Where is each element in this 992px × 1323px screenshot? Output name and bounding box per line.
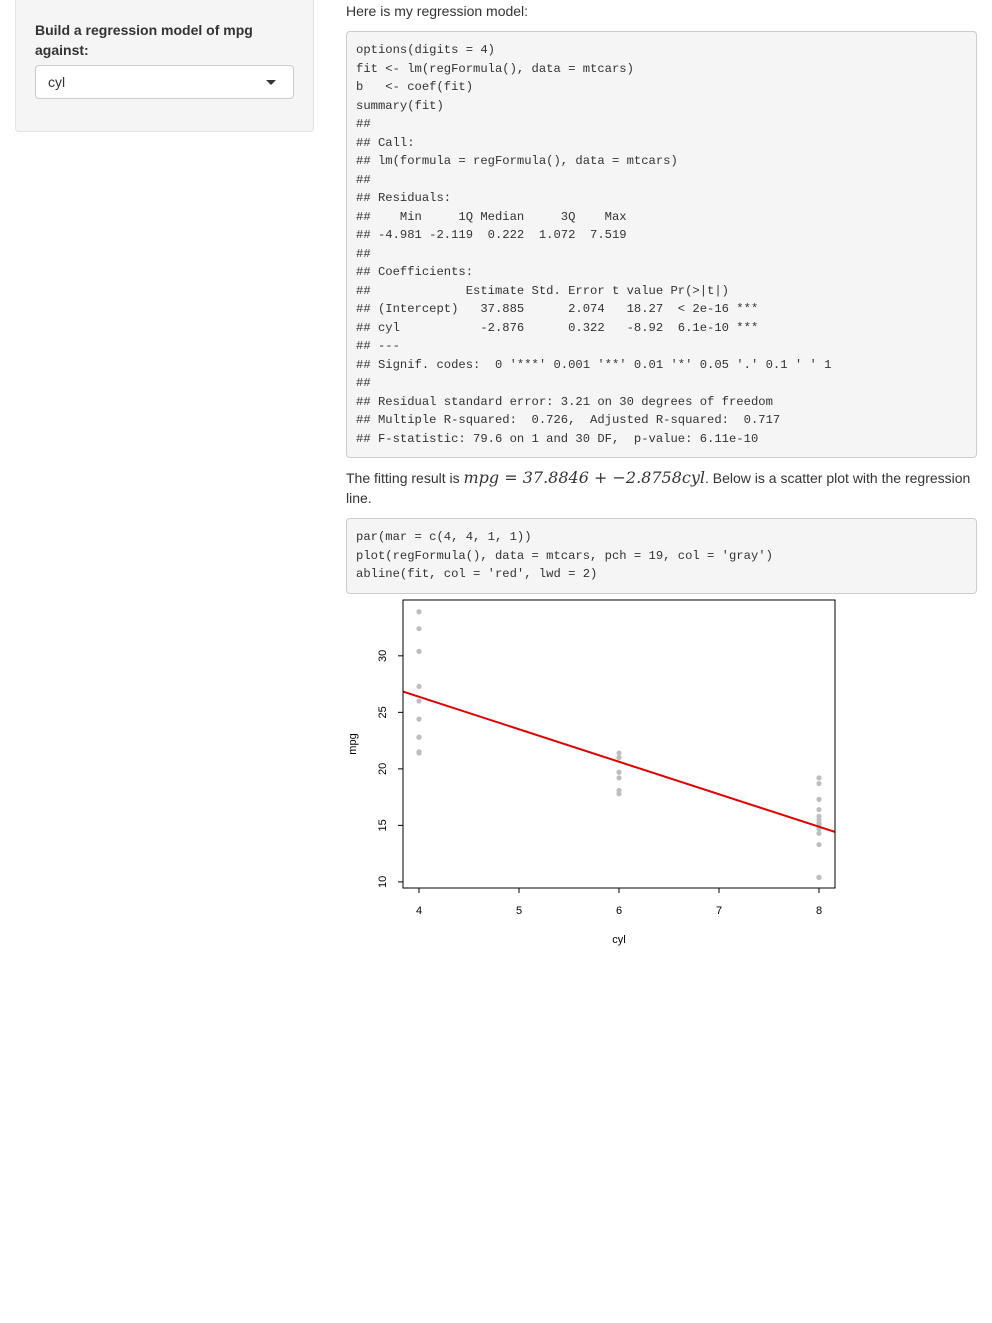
data-point: [816, 841, 822, 848]
data-point: [416, 750, 422, 756]
code-line: ## Call:: [356, 135, 415, 150]
code-line: plot(regFormula(), data = mtcars, pch = …: [356, 548, 773, 563]
regressor-select-label: Build a regression model of mpg against:: [35, 22, 253, 58]
code-line: ## Residual standard error: 3.21 on 30 d…: [356, 394, 773, 409]
code-line: abline(fit, col = 'red', lwd = 2): [356, 567, 598, 581]
data-point: [416, 734, 422, 740]
scatter-plot: 4 5 6 7 8 10 15 20 25 30 cyl mpg: [346, 588, 850, 948]
data-point: [816, 830, 822, 836]
data-point: [816, 780, 822, 787]
x-tick-label: 4: [416, 905, 422, 917]
regressor-select[interactable]: cyl: [35, 65, 294, 99]
code-line: ## cyl -2.876 0.322 -8.92 6.1e-10 ***: [356, 320, 759, 335]
code-line: ##: [356, 246, 371, 261]
code-line: ## ---: [356, 339, 400, 353]
data-point: [416, 698, 422, 704]
sidebar-panel: Build a regression model of mpg against:…: [15, 0, 314, 132]
code-line: fit <- lm(regFormula(), data = mtcars): [356, 61, 634, 76]
fit-result-prefix: The fitting result is: [346, 470, 464, 486]
code-line: ## F-statistic: 79.6 on 1 and 30 DF, p-v…: [356, 431, 759, 446]
chevron-down-icon[interactable]: [266, 80, 276, 85]
data-point: [416, 683, 422, 689]
y-axis-label: mpg: [347, 733, 359, 754]
data-point: [416, 716, 422, 722]
data-point: [616, 791, 622, 797]
data-point: [416, 609, 422, 615]
x-tick-label: 6: [616, 905, 622, 917]
code-line: par(mar = c(4, 4, 1, 1)): [356, 530, 532, 544]
regressor-select-value: cyl: [48, 74, 66, 90]
x-tick-label: 7: [716, 905, 722, 917]
data-point: [416, 626, 422, 632]
intro-text: Here is my regression model:: [346, 3, 529, 19]
code-line: ## Signif. codes: 0 '***' 0.001 '**' 0.0…: [356, 357, 832, 372]
main-content: Here is my regression model: options(dig…: [346, 0, 977, 594]
fit-formula: mpg = 37.8846 + −2.8758cyl: [463, 468, 705, 487]
x-tick-label: 8: [816, 905, 822, 917]
code-line: ## Residuals:: [356, 191, 452, 205]
code-line: ## Coefficients:: [356, 265, 474, 279]
code-line: b <- coef(fit): [356, 80, 474, 94]
code-line: ##: [356, 172, 371, 187]
model-code-block: options(digits = 4) fit <- lm(regFormula(…: [346, 31, 977, 458]
y-tick-label: 10: [377, 876, 389, 888]
fit-result-suffix: . Below is a scatter plot with the regre…: [346, 470, 971, 506]
code-line: ## Multiple R-squared: 0.726, Adjusted R…: [356, 413, 781, 427]
code-line: summary(fit): [356, 98, 444, 113]
code-line: ## Estimate Std. Error t value Pr(>|t|): [356, 283, 729, 298]
regression-line: [403, 690, 835, 833]
y-tick-label: 15: [377, 819, 389, 831]
code-line: options(digits = 4): [356, 43, 495, 57]
plot-code-block: par(mar = c(4, 4, 1, 1)) plot(regFormula(…: [346, 518, 977, 594]
y-tick-label: 30: [377, 650, 389, 662]
y-tick-label: 25: [377, 706, 389, 718]
data-point: [816, 874, 822, 880]
data-point: [416, 648, 422, 654]
data-point: [616, 775, 622, 781]
data-point: [816, 796, 822, 802]
data-point: [616, 754, 622, 761]
code-line: ## (Intercept) 37.885 2.074 18.27 < 2e-1…: [356, 302, 759, 316]
x-tick-label: 5: [516, 905, 522, 917]
x-axis-label: cyl: [612, 934, 625, 946]
data-point: [816, 775, 822, 781]
code-line: ## lm(formula = regFormula(), data = mtc…: [356, 154, 678, 168]
fit-result-text: The fitting result is mpg = 37.8846 + −2…: [346, 468, 977, 508]
data-point: [616, 769, 622, 775]
data-point: [816, 806, 822, 813]
code-line: ## Min 1Q Median 3Q Max: [356, 209, 627, 224]
code-line: ##: [356, 376, 371, 390]
data-point: [616, 750, 622, 756]
scatter-plot-svg: 4 5 6 7 8 10 15 20 25 30 cyl mpg: [347, 599, 836, 946]
code-line: ## -4.981 -2.119 0.222 1.072 7.519: [356, 228, 627, 242]
plot-frame: [402, 599, 836, 889]
code-line: ##: [356, 117, 371, 131]
y-tick-label: 20: [377, 763, 389, 775]
